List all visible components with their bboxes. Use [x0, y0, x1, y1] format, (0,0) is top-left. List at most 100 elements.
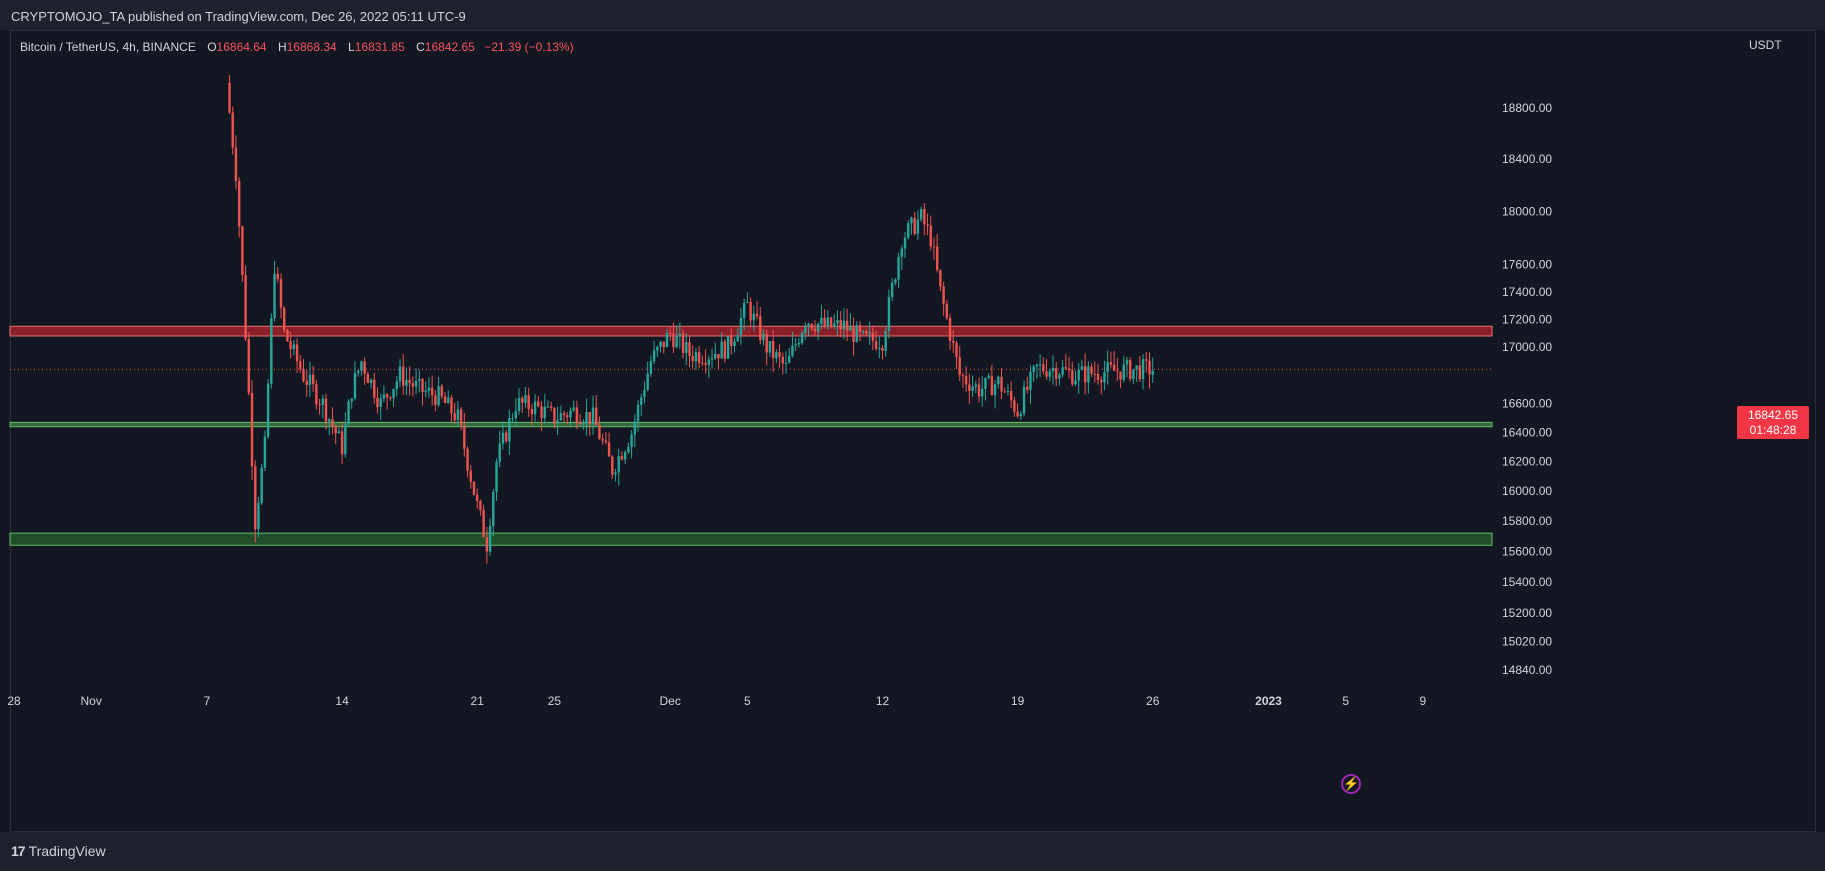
candle-body — [807, 323, 810, 327]
candle-body — [1135, 365, 1138, 370]
candle-body — [466, 448, 469, 471]
candle-body — [675, 335, 678, 348]
candle-body — [450, 397, 453, 414]
y-tick-label: 18400.00 — [1502, 152, 1552, 166]
candle-body — [244, 274, 247, 339]
symbol-name[interactable]: Bitcoin / TetherUS, 4h, BINANCE — [20, 40, 196, 54]
candle-body — [1013, 400, 1016, 412]
y-tick-label: 14840.00 — [1502, 663, 1552, 677]
candle-body — [250, 392, 254, 467]
open-value: 16864.64 — [216, 40, 267, 54]
candle-body — [1116, 370, 1119, 372]
candle-body — [511, 418, 514, 420]
candle-body — [1058, 374, 1061, 379]
candle-body — [501, 432, 505, 444]
candle-body — [485, 537, 489, 552]
candle-body — [273, 273, 276, 319]
candle-body — [913, 217, 916, 234]
candle-body — [839, 320, 842, 330]
candle-body — [292, 344, 296, 350]
candle-body — [1141, 359, 1145, 380]
candle-body — [730, 336, 733, 347]
candle-body — [810, 323, 813, 329]
candle-body — [289, 341, 292, 350]
candle-body — [723, 341, 727, 359]
candle-body — [752, 313, 756, 321]
change-value: −21.39 (−0.13%) — [484, 40, 574, 54]
candle-body — [389, 397, 392, 399]
support-zone[interactable] — [9, 532, 1493, 546]
support-zone[interactable] — [9, 421, 1493, 428]
candle-body — [829, 317, 833, 327]
candle-body — [665, 333, 669, 348]
candle-body — [884, 330, 887, 351]
candle-body — [257, 502, 260, 530]
candle-body — [546, 406, 550, 408]
candle-body — [356, 370, 360, 373]
resistance-zone[interactable] — [9, 325, 1493, 337]
candle-body — [524, 395, 527, 403]
candle-body — [887, 297, 891, 331]
close-value: 16842.65 — [424, 40, 475, 54]
candle-body — [321, 398, 324, 406]
candle-body — [720, 341, 723, 359]
candle-body — [971, 386, 974, 391]
candle-body — [1145, 359, 1148, 361]
candle-body — [447, 397, 450, 404]
chart-panel[interactable] — [10, 30, 1816, 832]
candle-body — [559, 413, 563, 421]
candle-body — [656, 346, 659, 351]
candle-body — [791, 345, 794, 356]
candle-body — [923, 208, 926, 225]
high-label: H — [277, 40, 287, 54]
y-tick-label: 18800.00 — [1502, 101, 1552, 115]
candle-body — [533, 401, 537, 415]
candle-body — [414, 380, 418, 387]
candle-body — [299, 361, 302, 370]
lightning-icon[interactable]: ⚡ — [1341, 774, 1361, 794]
candle-body — [649, 361, 653, 374]
candle-body — [302, 369, 305, 381]
candle-body — [701, 362, 704, 364]
x-tick-label: 14 — [335, 694, 349, 708]
candle-body — [1093, 373, 1096, 375]
candle-body — [833, 323, 836, 327]
candle-body — [1096, 374, 1100, 380]
candle-body — [585, 412, 588, 424]
symbol-legend[interactable]: Bitcoin / TetherUS, 4h, BINANCE O16864.6… — [20, 40, 574, 54]
tradingview-logo-icon: 17 — [11, 843, 26, 859]
candle-body — [363, 361, 366, 374]
candle-body — [942, 286, 945, 304]
tradingview-logo[interactable]: 17 TradingView — [11, 843, 106, 859]
candle-body — [855, 325, 858, 342]
candle-body — [437, 386, 440, 405]
candle-body — [977, 384, 981, 397]
candle-body — [1003, 391, 1006, 393]
candle-body — [595, 407, 598, 425]
candle-body — [263, 436, 267, 468]
candle-body — [1029, 371, 1032, 390]
candle-body — [582, 423, 585, 425]
candle-body — [237, 181, 241, 227]
candle-body — [270, 318, 273, 384]
candle-body — [228, 82, 231, 113]
candle-body — [755, 313, 759, 317]
candle-body — [749, 302, 752, 321]
candle-body — [1016, 411, 1019, 417]
candle-body — [311, 374, 315, 385]
candle-body — [733, 341, 736, 347]
currency-label[interactable]: USDT — [1749, 38, 1782, 52]
candle-body — [926, 224, 929, 226]
candle-body — [572, 407, 575, 411]
candle-body — [276, 273, 279, 280]
candle-body — [813, 328, 817, 332]
x-tick-label: 7 — [204, 694, 211, 708]
candle-body — [315, 384, 318, 405]
candle-body — [514, 411, 517, 419]
candle-body — [1045, 371, 1048, 377]
candle-body — [328, 419, 331, 422]
candle-body — [1125, 360, 1129, 365]
footer-bar: 17 TradingView — [0, 832, 1825, 871]
y-tick-label: 15800.00 — [1502, 514, 1552, 528]
